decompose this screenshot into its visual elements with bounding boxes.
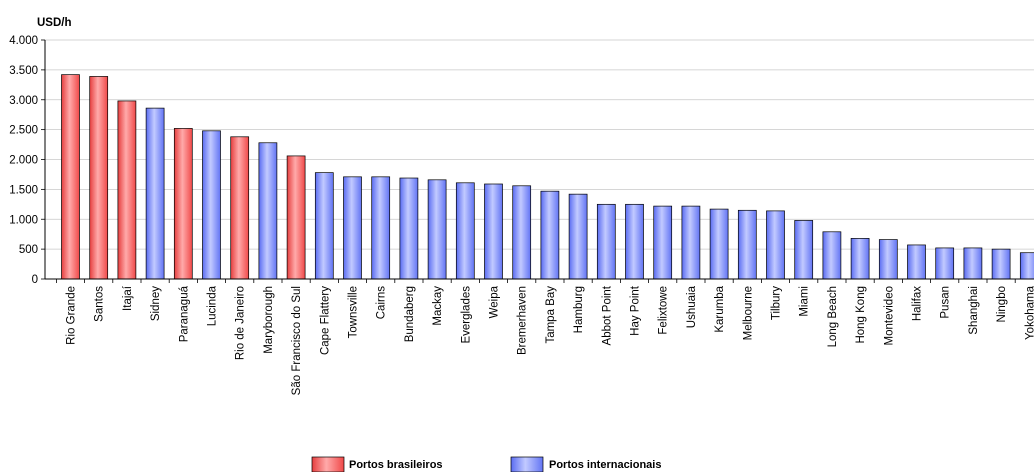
bar — [540, 190, 560, 280]
x-tick-label: Shanghai — [968, 286, 980, 335]
x-tick-label: Rio de Janeiro — [235, 286, 247, 360]
y-tick-labels: 0 500 1.000 1.500 2.000 2.500 3.000 3.500 4.000 — [9, 35, 38, 286]
x-tick-label: Halifax — [912, 286, 924, 321]
y-tick-label: 3.000 — [9, 95, 38, 107]
unit-label: USD/h — [37, 17, 72, 29]
bar — [512, 185, 532, 280]
x-tick-labels: Rio Grande Santos Itajaí Sidney Paranaguá Luc… — [66, 285, 1034, 395]
bar — [878, 239, 898, 280]
x-tick-label: Townsville — [348, 286, 360, 338]
bar — [596, 203, 616, 280]
bar — [935, 247, 955, 280]
x-tick-label: Maryborough — [263, 286, 275, 354]
gridlines — [45, 39, 1034, 250]
x-tick-label: Santos — [94, 286, 106, 322]
bar — [991, 248, 1011, 280]
y-tick-label: 2.000 — [9, 155, 38, 167]
bar — [850, 238, 870, 280]
bar — [117, 100, 137, 280]
x-tick-label: Pusan — [940, 286, 952, 319]
bar — [258, 142, 278, 280]
x-tick-label: Mackay — [432, 286, 444, 326]
x-tick-label: Hay Point — [630, 285, 642, 336]
bar — [202, 130, 221, 280]
bar — [399, 177, 419, 280]
x-tick-label: Rio Grande — [66, 286, 78, 345]
x-tick-label: Ushuaia — [686, 285, 698, 328]
x-tick-label: Lucinda — [207, 285, 219, 326]
bars — [61, 74, 1034, 280]
bar — [568, 193, 588, 280]
x-tick-label: Cape Flattery — [319, 286, 331, 355]
bar — [907, 244, 926, 280]
y-tick-label: 2.500 — [9, 125, 38, 137]
bar — [963, 247, 983, 280]
bar — [737, 209, 757, 280]
x-tick-label: Tilbury — [771, 286, 783, 320]
bar — [484, 183, 503, 280]
bar — [653, 205, 673, 280]
bar — [766, 210, 785, 280]
legend-label-international: Portos internacionais — [549, 459, 661, 471]
bar — [61, 74, 80, 280]
x-tick-label: Bremerhaven — [517, 286, 529, 355]
x-tick-label: Hamburg — [573, 286, 585, 333]
x-tick-label: Sidney — [150, 286, 162, 321]
legend-swatch-brazilian — [311, 456, 345, 472]
y-tick-label: 3.500 — [9, 65, 38, 77]
legend-swatch-international — [510, 456, 544, 472]
x-tick-label: Weipa — [489, 285, 501, 318]
x-tick-label: Long Beach — [827, 286, 839, 347]
bar — [427, 179, 447, 280]
axes — [41, 39, 1034, 283]
bar — [794, 220, 814, 280]
y-tick-label: 1.500 — [9, 184, 38, 196]
x-tick-label: Montevideo — [883, 286, 895, 345]
y-tick-label: 4.000 — [9, 35, 38, 47]
bar — [286, 155, 306, 280]
legend-label-brazilian: Portos brasileiros — [349, 459, 443, 471]
x-tick-label: Felixtowe — [658, 286, 670, 335]
y-tick-label: 1.000 — [9, 214, 38, 226]
bar — [822, 231, 842, 280]
x-tick-label: Cairns — [376, 286, 388, 319]
bar — [455, 182, 475, 280]
bar — [371, 176, 391, 280]
bar — [709, 208, 729, 280]
x-tick-label: Everglades — [460, 286, 472, 344]
legend: Portos brasileiros Portos internacionais — [311, 456, 661, 472]
bar — [89, 76, 109, 280]
x-tick-label: São Francisco do Sul — [291, 286, 303, 395]
bar — [230, 136, 250, 280]
bar — [625, 203, 644, 280]
bar — [1019, 252, 1034, 280]
x-tick-label: Itajaí — [122, 285, 134, 311]
y-tick-label: 500 — [19, 244, 38, 256]
x-tick-label: Paranaguá — [178, 285, 190, 342]
x-tick-label: Tampa Bay — [545, 286, 557, 344]
x-tick-label: Abbot Point — [601, 285, 613, 345]
bar — [314, 172, 334, 280]
x-tick-label: Melbourne — [742, 286, 754, 340]
x-tick-label: Hong Kong — [855, 286, 867, 344]
bar — [681, 205, 701, 280]
bar — [173, 128, 193, 280]
x-tick-label: Miami — [799, 286, 811, 317]
x-tick-label: Karumba — [714, 285, 726, 332]
bar — [343, 176, 362, 280]
y-tick-label: 0 — [32, 274, 38, 286]
x-tick-label: Bundaberg — [404, 286, 416, 342]
bar — [145, 107, 165, 280]
x-tick-label: Ningbo — [996, 286, 1008, 322]
x-tick-label: Yokohama — [1024, 285, 1034, 340]
